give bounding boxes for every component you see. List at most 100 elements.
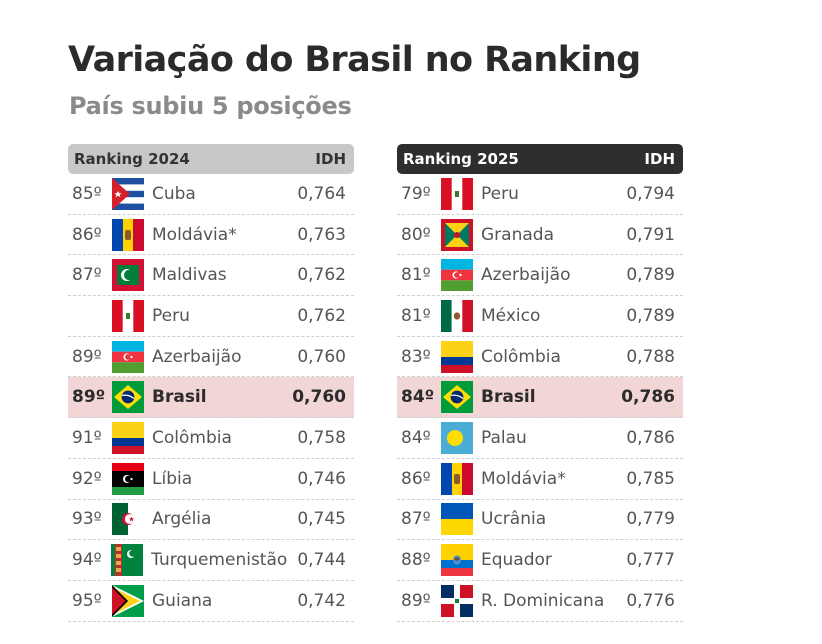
table-row-highlighted: 89º Brasil 0,760 bbox=[68, 377, 354, 419]
rank-label: 87º bbox=[72, 265, 102, 286]
dominican-republic-flag-icon bbox=[441, 584, 473, 617]
rank-label: 86º bbox=[401, 468, 431, 489]
cuba-flag-icon bbox=[112, 177, 144, 210]
maldives-flag-icon bbox=[112, 259, 144, 292]
idh-value: 0,745 bbox=[297, 509, 346, 530]
table-row-highlighted: 84º Brasil 0,786 bbox=[397, 377, 683, 419]
rank-label: 85º bbox=[72, 183, 102, 204]
idh-value: 0,758 bbox=[297, 427, 346, 448]
rank-label: 88º bbox=[401, 550, 431, 571]
country-name: Moldávia* bbox=[152, 224, 237, 245]
idh-value: 0,789 bbox=[626, 265, 675, 286]
rank-label: 81º bbox=[401, 265, 431, 286]
table-row: 89º R. Dominicana 0,776 bbox=[397, 581, 683, 622]
table-header-idh: IDH bbox=[644, 150, 675, 168]
ecuador-flag-icon bbox=[441, 544, 473, 577]
table-row: 91º Colômbia 0,758 bbox=[68, 418, 354, 459]
idh-value: 0,785 bbox=[626, 468, 675, 489]
palau-flag-icon bbox=[441, 421, 473, 454]
table-row: 79º Peru 0,794 bbox=[397, 174, 683, 215]
idh-value: 0,763 bbox=[297, 224, 346, 245]
azerbaijan-flag-icon bbox=[112, 340, 144, 373]
rank-label: 93º bbox=[72, 509, 102, 530]
idh-value: 0,786 bbox=[621, 387, 675, 408]
idh-value: 0,760 bbox=[297, 346, 346, 367]
idh-value: 0,788 bbox=[626, 346, 675, 367]
country-name: Maldivas bbox=[152, 265, 227, 286]
grenada-flag-icon bbox=[441, 218, 473, 251]
table-row: 86º Moldávia* 0,763 bbox=[68, 215, 354, 256]
mexico-flag-icon bbox=[441, 299, 473, 332]
table-row: 81º Azerbaijão 0,789 bbox=[397, 255, 683, 297]
country-name: Palau bbox=[481, 427, 527, 448]
table-row: 81º México 0,789 bbox=[397, 296, 683, 337]
moldova-flag-icon bbox=[112, 218, 144, 251]
country-name: Moldávia* bbox=[481, 468, 566, 489]
table-header: Ranking 2025 IDH bbox=[397, 144, 683, 174]
ranking-2025-table: Ranking 2025 IDH 79º Peru 0,794 80º Granada 0… bbox=[397, 144, 683, 622]
rank-label: 87º bbox=[401, 509, 431, 530]
colombia-flag-icon bbox=[441, 340, 473, 373]
ukraine-flag-icon bbox=[441, 503, 473, 536]
colombia-flag-icon bbox=[112, 421, 144, 454]
idh-value: 0,746 bbox=[297, 468, 346, 489]
rank-label: 89º bbox=[72, 387, 106, 408]
rank-label: 89º bbox=[72, 346, 102, 367]
rank-label: 84º bbox=[401, 427, 431, 448]
peru-flag-icon bbox=[441, 177, 473, 210]
country-name: Brasil bbox=[481, 387, 536, 408]
table-row: 86º Moldávia* 0,785 bbox=[397, 459, 683, 500]
table-row: 94º Turquemenistão 0,744 bbox=[68, 540, 354, 581]
table-row: 95º Guiana 0,742 bbox=[68, 581, 354, 622]
idh-value: 0,742 bbox=[297, 590, 346, 611]
idh-value: 0,764 bbox=[297, 183, 346, 204]
country-name: Granada bbox=[481, 224, 554, 245]
azerbaijan-flag-icon bbox=[441, 259, 473, 292]
idh-value: 0,777 bbox=[626, 550, 675, 571]
rank-label: 81º bbox=[401, 305, 431, 326]
page-title: Variação do Brasil no Ranking bbox=[68, 40, 641, 80]
table-row: 92º Líbia 0,746 bbox=[68, 459, 354, 500]
table-row: Peru 0,762 bbox=[68, 296, 354, 337]
country-name: R. Dominicana bbox=[481, 590, 605, 611]
country-name: Equador bbox=[481, 550, 552, 571]
rank-label: 92º bbox=[72, 468, 102, 489]
country-name: Peru bbox=[152, 305, 190, 326]
rank-label: 95º bbox=[72, 590, 102, 611]
country-name: Peru bbox=[481, 183, 519, 204]
country-name: Azerbaijão bbox=[481, 265, 571, 286]
table-row: 83º Colômbia 0,788 bbox=[397, 337, 683, 378]
country-name: Cuba bbox=[152, 183, 196, 204]
table-row: 85º Cuba 0,764 bbox=[68, 174, 354, 215]
country-name: Guiana bbox=[152, 590, 213, 611]
idh-value: 0,760 bbox=[292, 387, 346, 408]
table-row: 87º Ucrânia 0,779 bbox=[397, 500, 683, 541]
idh-value: 0,794 bbox=[626, 183, 675, 204]
table-row: 93º Argélia 0,745 bbox=[68, 500, 354, 541]
brazil-flag-icon bbox=[441, 381, 473, 414]
country-name: Ucrânia bbox=[481, 509, 547, 530]
rank-label: 83º bbox=[401, 346, 431, 367]
brazil-flag-icon bbox=[112, 381, 144, 414]
idh-value: 0,762 bbox=[297, 305, 346, 326]
idh-value: 0,786 bbox=[626, 427, 675, 448]
country-name: Colômbia bbox=[481, 346, 561, 367]
table-header-idh: IDH bbox=[315, 150, 346, 168]
rank-label: 91º bbox=[72, 427, 102, 448]
moldova-flag-icon bbox=[441, 462, 473, 495]
rank-label: 86º bbox=[72, 224, 102, 245]
table-header: Ranking 2024 IDH bbox=[68, 144, 354, 174]
rank-label: 94º bbox=[72, 550, 102, 571]
table-row: 88º Equador 0,777 bbox=[397, 540, 683, 581]
idh-value: 0,776 bbox=[626, 590, 675, 611]
algeria-flag-icon bbox=[112, 503, 144, 536]
table-row: 89º Azerbaijão 0,760 bbox=[68, 337, 354, 378]
table-row: 84º Palau 0,786 bbox=[397, 418, 683, 459]
page-subtitle: País subiu 5 posições bbox=[69, 92, 352, 120]
rank-label: 79º bbox=[401, 183, 431, 204]
country-name: Colômbia bbox=[152, 427, 232, 448]
table-row: 80º Granada 0,791 bbox=[397, 215, 683, 256]
country-name: Líbia bbox=[152, 468, 193, 489]
country-name: Turquemenistão bbox=[151, 550, 288, 571]
guyana-flag-icon bbox=[112, 584, 144, 617]
